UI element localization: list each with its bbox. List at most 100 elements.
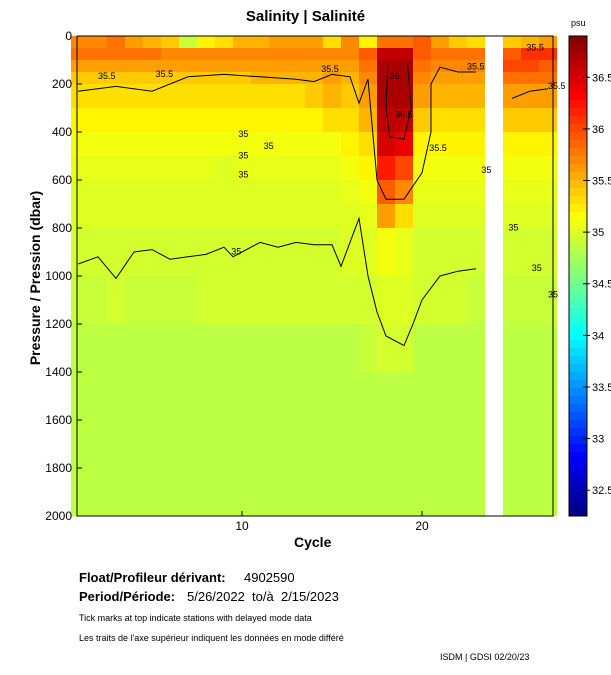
heatmap-cell — [521, 60, 539, 73]
colorbar-segment — [569, 340, 587, 349]
heatmap-cell — [89, 156, 107, 181]
heatmap-cell — [71, 156, 89, 181]
heatmap-cell — [413, 36, 431, 49]
y-tick-label: 1800 — [45, 461, 72, 475]
heatmap-cell — [125, 108, 143, 133]
heatmap-cell — [287, 72, 305, 85]
heatmap-cell — [89, 108, 107, 133]
heatmap-cell — [503, 180, 521, 205]
heatmap-cell — [197, 156, 215, 181]
heatmap-cell — [377, 204, 395, 229]
heatmap-cell — [395, 324, 413, 373]
colorbar-segment — [569, 316, 587, 325]
colorbar-segment — [569, 356, 587, 365]
contour-label: 35 — [264, 141, 274, 151]
colorbar-segment — [569, 412, 587, 421]
heatmap-cell — [251, 204, 269, 229]
colorbar-segment — [569, 484, 587, 493]
colorbar-segment — [569, 468, 587, 477]
heatmap-cell — [521, 180, 539, 205]
heatmap-cell — [377, 36, 395, 49]
heatmap-cell — [89, 276, 107, 325]
heatmap-cell — [431, 156, 449, 181]
heatmap-cell — [449, 204, 467, 229]
colorbar-segment — [569, 52, 587, 61]
heatmap-cell — [431, 180, 449, 205]
colorbar-segment — [569, 420, 587, 429]
heatmap-cell — [377, 180, 395, 205]
colorbar-segment — [569, 204, 587, 213]
contour-line-35.5 — [78, 66, 476, 200]
heatmap-cell — [179, 72, 197, 85]
heatmap-cell — [107, 372, 125, 517]
colorbar-segment — [569, 404, 587, 413]
colorbar-segment — [569, 492, 587, 501]
heatmap-cell — [71, 48, 89, 61]
heatmap-cell — [521, 276, 539, 325]
heatmap-cell — [89, 204, 107, 229]
heatmap-cell — [503, 60, 521, 73]
heatmap-cell — [431, 132, 449, 157]
heatmap-cell — [161, 108, 179, 133]
heatmap-cell — [395, 60, 413, 73]
heatmap-cell — [503, 132, 521, 157]
heatmap-cell — [431, 276, 449, 325]
heatmap-cell — [305, 132, 323, 157]
colorbar-segment — [569, 476, 587, 485]
y-tick-label: 600 — [52, 173, 72, 187]
heatmap-cell — [215, 228, 233, 277]
heatmap-cell — [413, 324, 431, 373]
float-value: 4902590 — [244, 570, 295, 585]
heatmap-cell — [125, 324, 143, 373]
heatmap-cell — [431, 84, 449, 109]
heatmap-cell — [341, 204, 359, 229]
heatmap-cell — [503, 156, 521, 181]
heatmap-cell — [107, 108, 125, 133]
heatmap-cell — [215, 36, 233, 49]
heatmap-cell — [503, 324, 521, 373]
heatmap-cell — [467, 228, 485, 277]
heatmap-cell — [323, 60, 341, 73]
credit: ISDM | GDSI 02/20/23 — [440, 652, 530, 662]
y-tick-label: 0 — [65, 29, 72, 43]
heatmap-cell — [287, 84, 305, 109]
heatmap-cell — [359, 72, 377, 85]
heatmap-cell — [107, 204, 125, 229]
heatmap-cell — [107, 228, 125, 277]
heatmap-cell — [467, 324, 485, 373]
colorbar-segment — [569, 84, 587, 93]
heatmap-cell — [71, 132, 89, 157]
heatmap-cell — [197, 276, 215, 325]
heatmap-cell — [233, 84, 251, 109]
heatmap-cell — [197, 180, 215, 205]
heatmap-cell — [269, 48, 287, 61]
heatmap-cell — [359, 204, 377, 229]
heatmap-cell — [215, 204, 233, 229]
heatmap-cell — [539, 156, 557, 181]
colorbar-segment — [569, 228, 587, 237]
heatmap-cell — [323, 108, 341, 133]
heatmap-cell — [197, 132, 215, 157]
colorbar-segment — [569, 116, 587, 125]
heatmap-cell — [377, 228, 395, 277]
colorbar-segment — [569, 148, 587, 157]
colorbar-segment — [569, 172, 587, 181]
heatmap-cell — [323, 48, 341, 61]
heatmap-cell — [233, 324, 251, 373]
x-axis-label: Cycle — [294, 534, 332, 550]
heatmap-cell — [161, 156, 179, 181]
colorbar-segment — [569, 92, 587, 101]
heatmap-cell — [323, 324, 341, 373]
heatmap-cell — [125, 372, 143, 517]
heatmap-cell — [395, 180, 413, 205]
heatmap-cell — [179, 36, 197, 49]
heatmap-cell — [161, 36, 179, 49]
heatmap-cell — [269, 180, 287, 205]
heatmap-cell — [359, 108, 377, 133]
heatmap-cell — [449, 228, 467, 277]
heatmap-cell — [89, 60, 107, 73]
heatmap-cell — [107, 84, 125, 109]
heatmap-cell — [269, 108, 287, 133]
heatmap-cell — [269, 156, 287, 181]
heatmap-cell — [305, 48, 323, 61]
